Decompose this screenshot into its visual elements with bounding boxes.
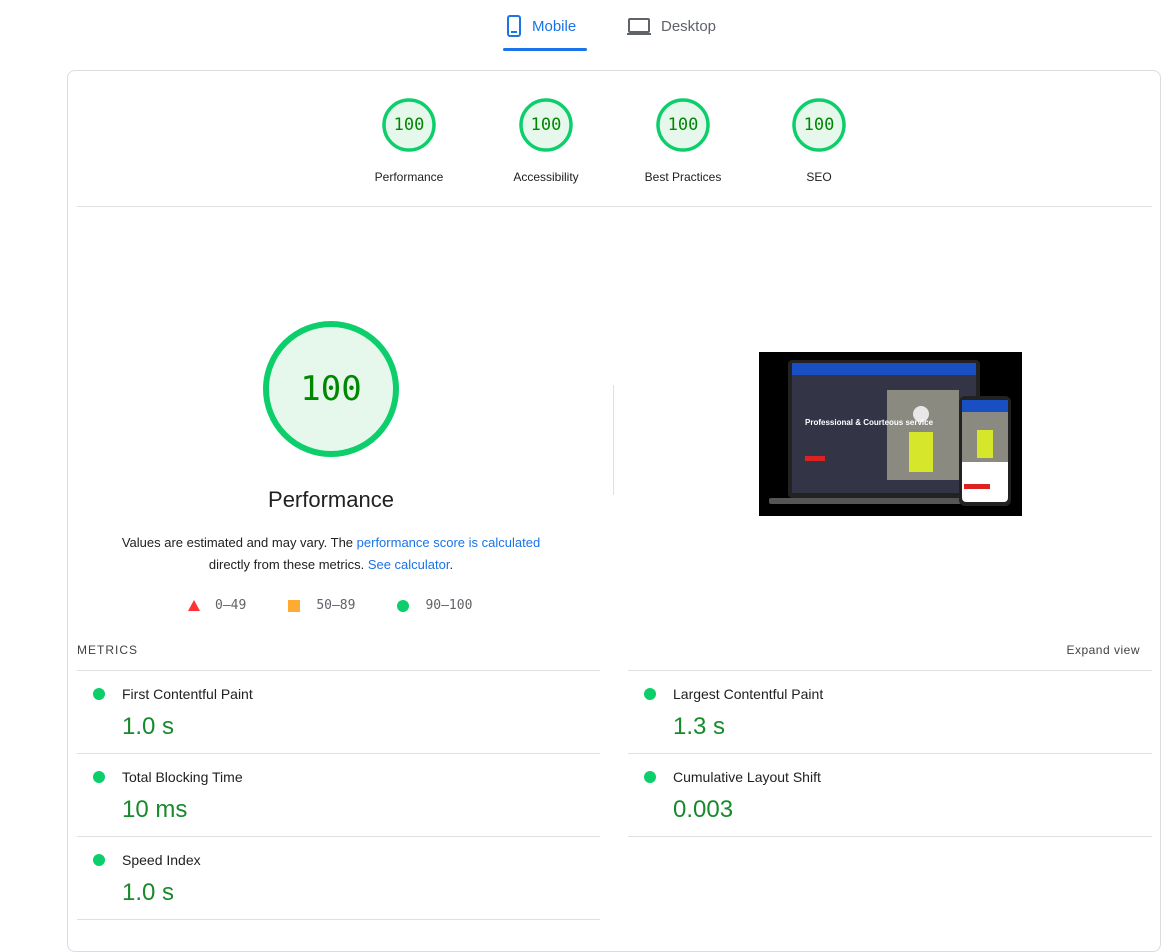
gauge-score: 100 (804, 115, 835, 135)
metric-name: Speed Index (122, 852, 201, 868)
metric-value: 10 ms (122, 796, 188, 823)
page-screenshot: Professional & Courteous service (759, 352, 1022, 516)
screenshot-text: Professional & Courteous service (805, 418, 934, 427)
gauge-bg (521, 100, 571, 150)
desktop-icon (627, 18, 651, 35)
mobile-icon (507, 15, 521, 37)
legend-fail (188, 600, 200, 611)
tab-mobile[interactable]: Mobile (506, 14, 576, 38)
metric-status (93, 854, 105, 866)
category-label: Performance (374, 170, 444, 184)
gauge-arc (519, 98, 573, 152)
metric: Cumulative Layout Shift 0.003 (628, 753, 1152, 837)
gauge-bg (794, 100, 844, 150)
metric-name: First Contentful Paint (122, 686, 253, 702)
metric-status (93, 688, 105, 700)
legend-label: 0–49 (215, 598, 247, 613)
divider (77, 206, 1152, 207)
gauge-arc (263, 321, 399, 457)
metric-status (644, 771, 656, 783)
gauge-arc (656, 98, 710, 152)
category-label: Accessibility (513, 170, 579, 184)
expand-view[interactable]: Expand view (1066, 643, 1140, 657)
gauge-score: 100 (668, 115, 699, 135)
metric: Speed Index 1.0 s (77, 836, 601, 920)
gauge-arc (382, 98, 436, 152)
tab-desktop[interactable]: Desktop (627, 14, 716, 38)
legend: 0–49 50–89 90–100 (187, 598, 472, 613)
gauge-score: 100 (394, 115, 425, 135)
metric-value: 0.003 (673, 796, 734, 823)
divider (77, 919, 600, 920)
score-gauge[interactable]: 100 (380, 96, 438, 154)
tab-label: Mobile (532, 17, 577, 35)
gauge-arc (792, 98, 846, 152)
legend-label: 50–89 (316, 598, 356, 613)
gauge-bg (266, 324, 396, 454)
divider (77, 670, 600, 671)
metric: Largest Contentful Paint 1.3 s (628, 670, 1152, 754)
legend-label: 90–100 (425, 598, 473, 613)
text: directly from these metrics. (208, 557, 368, 572)
link[interactable]: performance score is calculated (356, 535, 541, 550)
score-gauge[interactable]: 100 (790, 96, 848, 154)
gauge-score: 100 (300, 369, 361, 409)
gauge-bg (658, 100, 708, 150)
metric-name: Largest Contentful Paint (673, 686, 824, 702)
metric: First Contentful Paint 1.0 s (77, 670, 601, 754)
category-label: SEO (806, 170, 832, 184)
metric-value: 1.0 s (122, 879, 175, 906)
metrics-heading: METRICS (77, 643, 138, 657)
text: . (449, 557, 454, 572)
divider (628, 753, 1152, 754)
divider (628, 670, 1152, 671)
metric-status (644, 688, 656, 700)
divider (77, 836, 600, 837)
metric-name: Total Blocking Time (122, 769, 243, 785)
divider (77, 753, 600, 754)
text: Values are estimated and may vary. The (121, 535, 357, 550)
score-gauge[interactable]: 100 (517, 96, 575, 154)
performance-title: Performance (268, 487, 394, 512)
category-label: Best Practices (644, 170, 722, 184)
divider (613, 385, 614, 495)
performance-gauge: 100 (263, 321, 399, 457)
gauge-bg (384, 100, 434, 150)
metric-value: 1.0 s (122, 713, 175, 740)
gauge-score: 100 (531, 115, 562, 135)
divider (628, 836, 1152, 837)
legend-average (288, 599, 301, 612)
link[interactable]: See calculator (367, 557, 450, 572)
metric-name: Cumulative Layout Shift (673, 769, 821, 785)
metric-status (93, 771, 105, 783)
tab-underline (503, 48, 587, 51)
performance-description: Values are estimated and may vary. The p… (101, 532, 561, 576)
tab-label: Desktop (661, 17, 717, 35)
score-gauge[interactable]: 100 (654, 96, 712, 154)
metric-value: 1.3 s (673, 713, 726, 740)
metric: Total Blocking Time 10 ms (77, 753, 601, 837)
page: {"tabs": ["Mobile", "Desktop"], "active_… (67, 14, 1161, 952)
legend-pass (397, 599, 410, 612)
